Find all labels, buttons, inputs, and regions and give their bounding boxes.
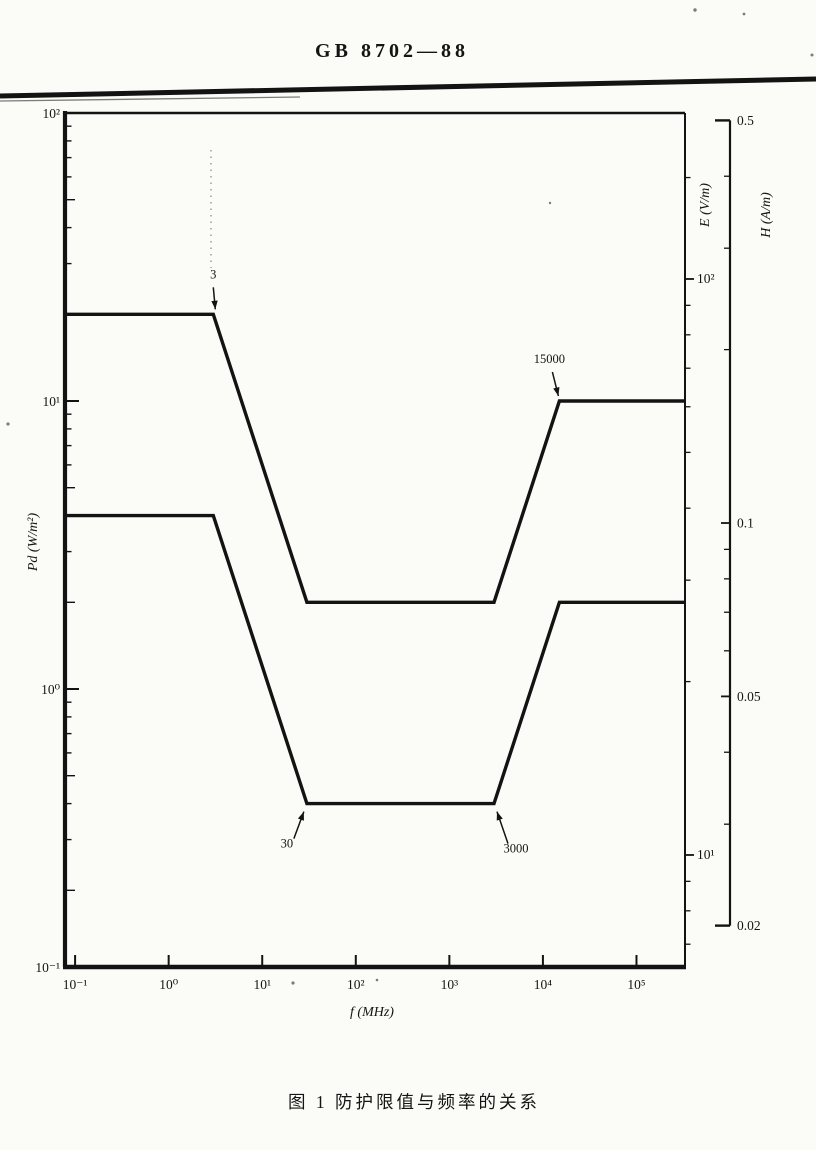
figure-caption: 图 1 防护限值与频率的关系 [288, 1092, 540, 1112]
y-axis-label-power-density: Pd (W/m²) [26, 513, 41, 573]
pd-axis-tick-label: 10² [42, 106, 60, 121]
f-axis-tick-label: 10⁵ [627, 977, 646, 992]
y-axis-label-electric-field: E (V/m) [698, 183, 713, 228]
h-axis-tick-label: 0.5 [737, 113, 754, 128]
annotation-arrowhead [297, 811, 304, 821]
x-axis-label-frequency: f (MHz) [350, 1005, 394, 1020]
scan-speck [375, 978, 379, 982]
scan-speck [742, 12, 746, 16]
h-axis-tick-label: 0.02 [737, 918, 761, 933]
f-axis-tick-label: 10¹ [253, 977, 271, 992]
f-axis-tick-label: 10² [347, 977, 365, 992]
pd-axis-tick-label: 10⁻¹ [35, 960, 60, 975]
e-axis-tick-label: 10² [697, 271, 715, 286]
scan-speck [693, 8, 697, 12]
curve-annotation-label: 15000 [534, 352, 565, 366]
annotation-arrowhead [553, 386, 560, 396]
curve-annotation-label: 3000 [503, 842, 528, 856]
header-rule [0, 76, 816, 99]
y-axis-label-magnetic-field: H (A/m) [759, 192, 774, 239]
annotation-arrowhead [496, 811, 503, 821]
scan-speck [810, 53, 814, 57]
pd-axis-tick-label: 10¹ [42, 394, 60, 409]
limit-curve-upper [65, 312, 685, 604]
h-axis-tick-label: 0.1 [737, 516, 754, 531]
scan-speck [291, 981, 295, 985]
limit-curve-lower [65, 513, 685, 806]
f-axis-tick-label: 10⁰ [159, 977, 179, 992]
f-axis-tick-label: 10³ [441, 977, 459, 992]
annotation-arrowhead [211, 300, 218, 310]
header-rule-echo [0, 96, 301, 102]
f-axis-tick-label: 10⁴ [534, 977, 553, 992]
pd-axis-tick-label: 10⁰ [41, 682, 61, 697]
h-axis-tick-label: 0.05 [737, 689, 761, 704]
standard-number-heading: GB 8702—88 [315, 40, 469, 62]
scan-speck [6, 422, 10, 426]
f-axis-tick-label: 10⁻¹ [63, 977, 88, 992]
curve-annotation-label: 3 [210, 267, 216, 281]
curve-annotation-label: 30 [281, 837, 294, 851]
e-axis-tick-label: 10¹ [697, 847, 715, 862]
scan-speck [548, 201, 552, 205]
